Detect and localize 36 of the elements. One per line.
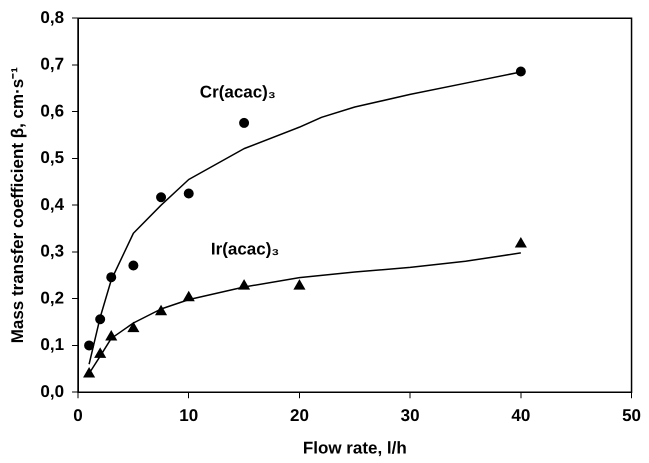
point (128, 260, 138, 271)
point (516, 66, 526, 76)
x-tick-label: 40 (511, 406, 530, 426)
y-axis-title: Mass transfer coefficient β, cm·s⁻¹ (8, 66, 27, 344)
point (184, 188, 194, 199)
series-label: Cr(acac)₃ (200, 82, 276, 102)
y-tick-label: 0,8 (40, 8, 64, 27)
point (183, 291, 194, 302)
point (84, 340, 94, 350)
point (239, 118, 250, 128)
point (238, 280, 250, 290)
x-tick-label: 30 (400, 406, 420, 426)
y-tick-label: 0,5 (40, 148, 64, 168)
y-tick-label: 0,0 (40, 382, 64, 401)
x-tick-label: 0 (73, 406, 83, 426)
y-tick-label: 0,2 (40, 288, 64, 308)
point (155, 305, 167, 316)
y-tick-label: 0,6 (40, 101, 64, 120)
x-axis-title: Flow rate, l/h (302, 438, 407, 458)
point (95, 314, 106, 324)
point (128, 322, 140, 332)
x-tick-label: 50 (622, 406, 642, 426)
point (156, 192, 166, 202)
point (106, 330, 117, 341)
x-tick-label: 10 (179, 406, 198, 426)
y-tick-label: 0,7 (40, 54, 64, 74)
series-label: Ir(acac)₃ (210, 239, 280, 258)
point (294, 280, 306, 290)
point (94, 348, 106, 358)
point (515, 238, 527, 248)
y-tick-label: 0,3 (40, 242, 64, 261)
y-tick-label: 0,4 (40, 194, 65, 214)
x-tick-label: 20 (290, 406, 309, 426)
point (106, 272, 116, 282)
point (83, 367, 95, 378)
y-tick-label: 0,1 (40, 335, 64, 354)
